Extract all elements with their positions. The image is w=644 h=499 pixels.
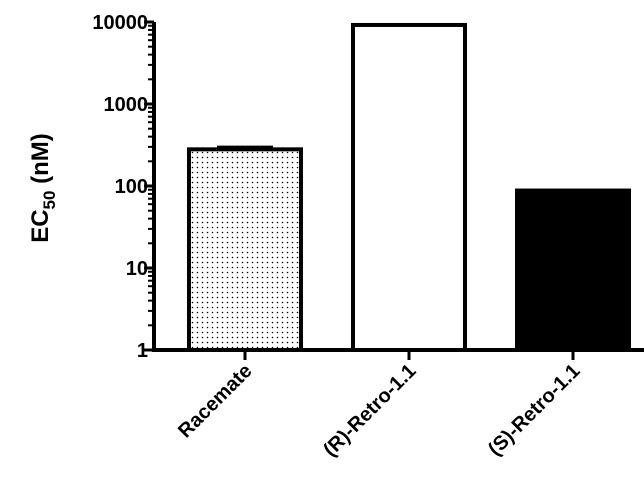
y-axis-title-unit: (nM) (27, 133, 54, 190)
bar-racemate (187, 147, 303, 352)
bar-s-retro-1-1 (515, 188, 631, 352)
y-tick-label: 1 (137, 340, 148, 362)
bar-r-retro-1-1 (351, 22, 467, 353)
x-tick-label: Racemate (174, 360, 256, 442)
y-axis-title-main: EC (27, 209, 54, 242)
y-tick-label: 1000 (104, 94, 149, 116)
y-tick-label: 100 (115, 176, 148, 198)
x-tick-label: (R)-Retro-1.1 (319, 360, 420, 461)
y-axis-title-subscript: 50 (40, 191, 59, 210)
x-tick-label: (S)-Retro-1.1 (484, 360, 584, 460)
error-bar-0 (217, 145, 273, 150)
y-axis-title: EC50 (nM) (27, 133, 59, 243)
y-tick-label: 10 (126, 258, 148, 280)
y-tick-label: 10000 (92, 12, 148, 34)
